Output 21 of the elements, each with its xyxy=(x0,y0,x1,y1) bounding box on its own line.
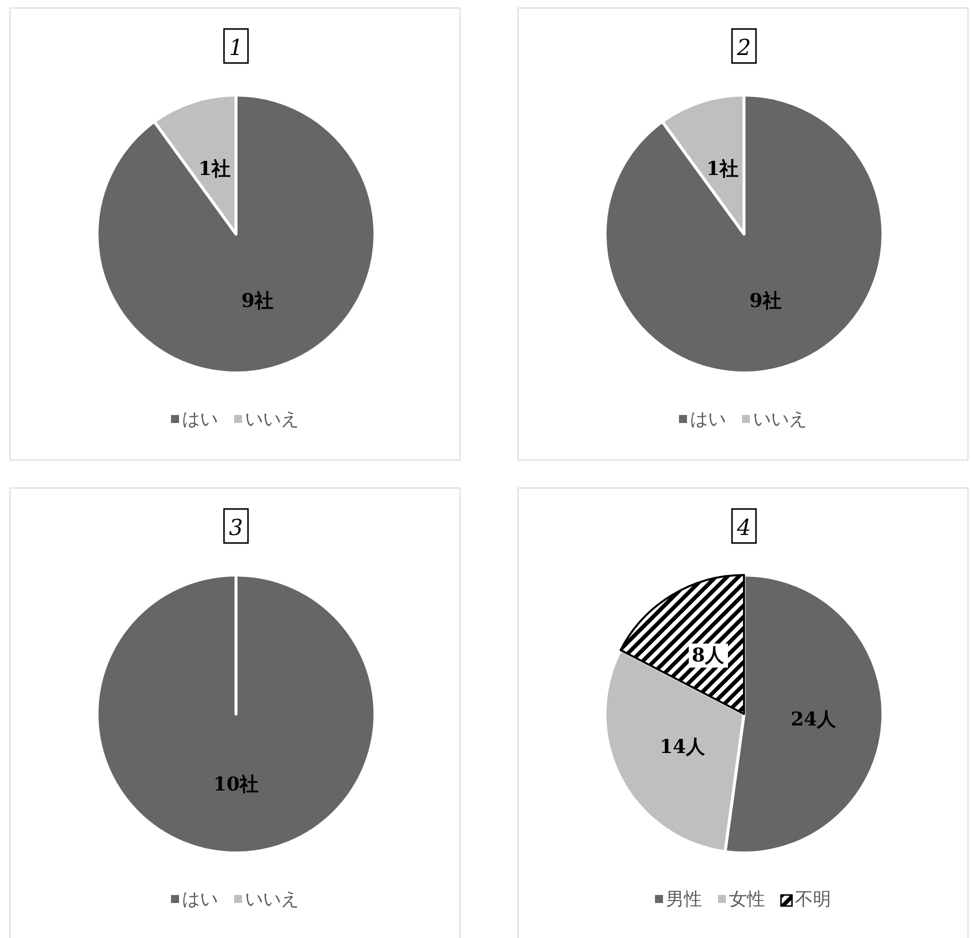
legend-label: いいえ xyxy=(245,409,299,430)
data-label: 9社 xyxy=(241,290,274,312)
legend-label: はい xyxy=(690,409,726,430)
data-label: 1社 xyxy=(198,158,231,180)
legend-label: はい xyxy=(182,889,218,910)
chart-title: 4 xyxy=(736,516,751,541)
chart-title: 2 xyxy=(736,36,751,61)
legend-label: はい xyxy=(182,409,218,430)
chart-title: 1 xyxy=(229,36,243,61)
legend-label: 男性 xyxy=(666,889,702,910)
data-label: 24人 xyxy=(790,708,838,731)
legend-label: いいえ xyxy=(753,409,807,430)
chart-title: 3 xyxy=(229,516,243,541)
legend-label: 女性 xyxy=(729,889,765,910)
data-label: 10社 xyxy=(213,774,259,796)
data-label: 9社 xyxy=(749,290,782,312)
legend-label: いいえ xyxy=(245,889,299,910)
data-label: 8人 xyxy=(692,644,725,667)
data-label: 1社 xyxy=(706,158,739,180)
data-label: 14人 xyxy=(660,736,706,758)
legend-label: 不明 xyxy=(795,889,831,910)
